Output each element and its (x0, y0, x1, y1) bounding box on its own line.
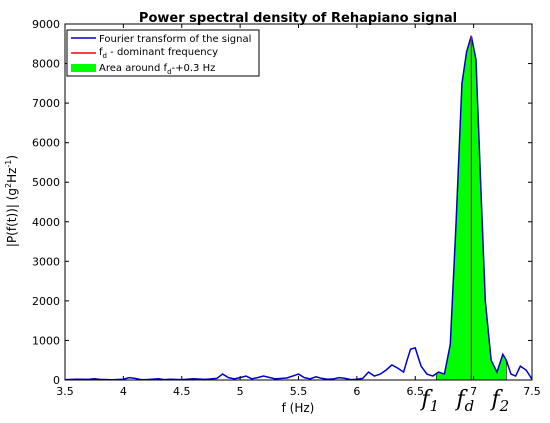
y-tick-label: 3000 (32, 255, 60, 268)
legend-label-dominant-sub: d (103, 52, 107, 60)
legend-label-dominant: fd - dominant frequency (99, 47, 218, 60)
x-tick-label: 6.5 (407, 385, 425, 398)
legend-box (66, 29, 260, 77)
legend-label-area: Area around fd-+0.3 Hz (99, 63, 215, 76)
legend-label-area-rest: -+0.3 Hz (172, 63, 216, 74)
frequency-annotations: f1 fd f2 (419, 387, 509, 415)
y-tick-label: 9000 (32, 18, 60, 31)
x-axis: 3.5 4 4.5 5 5.5 6 6.5 7 7.5 (56, 24, 541, 398)
x-tick-label: 4 (120, 385, 127, 398)
y-axis: 0 1000 2000 3000 4000 5000 6000 7000 8000 9000 (32, 18, 532, 387)
legend-swatch-area (71, 64, 96, 72)
x-tick-label: 3.5 (56, 385, 74, 398)
legend-label-dominant-rest: - dominant frequency (107, 47, 218, 58)
legend-label-area-sub: d (167, 68, 171, 76)
y-axis-label-sup2: -1 (4, 160, 13, 168)
y-tick-label: 6000 (32, 137, 60, 150)
y-tick-label: 7000 (32, 97, 60, 110)
annotation-f1: f1 (419, 387, 439, 415)
x-axis-label: f (Hz) (282, 401, 315, 415)
y-axis-label-mid: Hz (5, 168, 19, 183)
y-axis-label-main: |P(f(t))| (g (5, 188, 19, 247)
annotation-sub: 1 (430, 397, 440, 415)
annotation-sub: d (465, 397, 475, 415)
legend-label-fourier: Fourier transform of the signal (99, 34, 251, 45)
x-tick-label: 7 (470, 385, 477, 398)
y-tick-label: 5000 (32, 176, 60, 189)
annotation-f2: f2 (489, 387, 509, 415)
y-tick-label: 2000 (32, 295, 60, 308)
legend-label-dominant-main: f (99, 47, 103, 58)
legend-label-area-main: Area around f (99, 63, 168, 74)
annotation-sub: 2 (499, 397, 510, 415)
y-tick-label: 0 (53, 374, 60, 387)
x-tick-label: 4.5 (173, 385, 191, 398)
y-tick-label: 4000 (32, 216, 60, 229)
y-axis-label: |P(f(t))| (g2Hz-1) (4, 155, 19, 247)
y-axis-label-end: ) (5, 155, 19, 160)
y-tick-label: 8000 (32, 58, 60, 71)
y-tick-label: 1000 (32, 334, 60, 347)
x-tick-label: 5 (237, 385, 244, 398)
legend: Fourier transform of the signal fd - dom… (66, 29, 260, 77)
y-axis-label-sup1: 2 (4, 183, 13, 188)
x-tick-label: 5.5 (290, 385, 308, 398)
x-tick-label: 7.5 (523, 385, 541, 398)
chart-title: Power spectral density of Rehapiano sign… (139, 11, 457, 26)
x-tick-label: 6 (353, 385, 360, 398)
